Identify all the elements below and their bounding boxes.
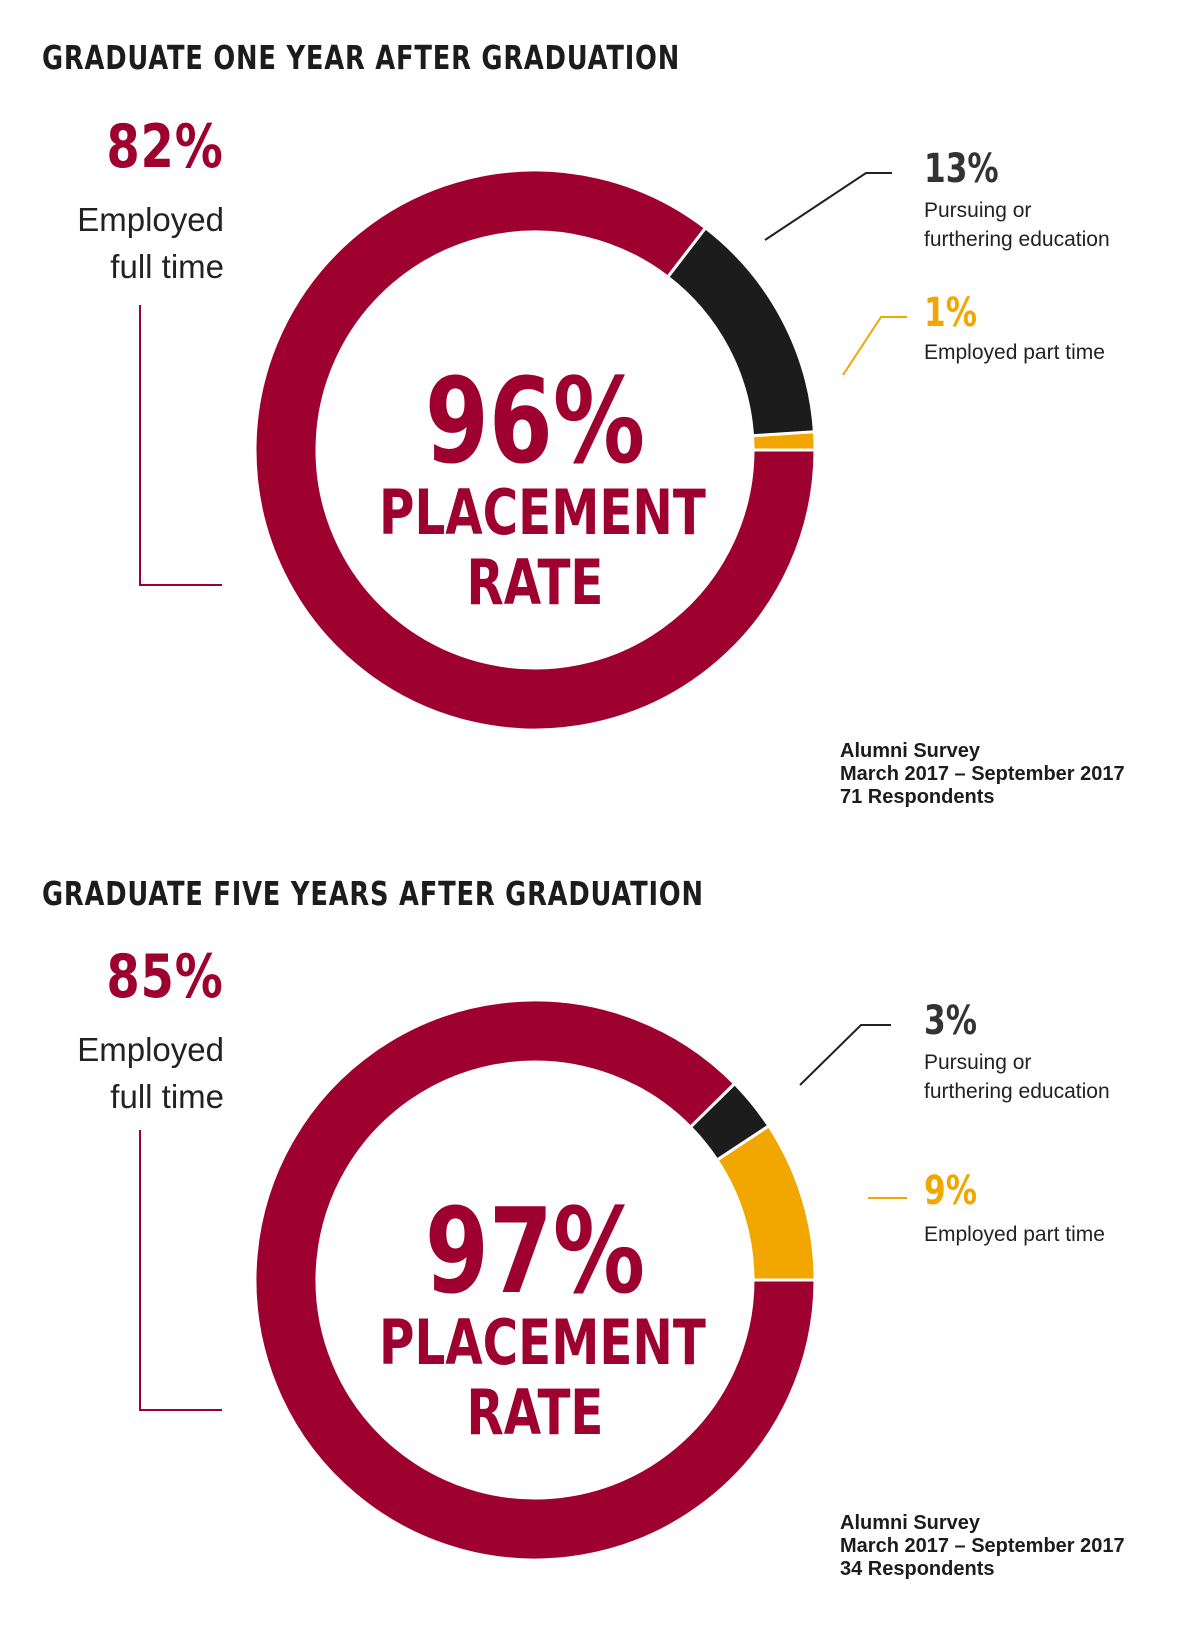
leader-education [799,1024,891,1086]
slice-fulltime-value: 82% [106,112,224,182]
donut-chart [255,170,815,730]
slice-fulltime-label: Employed full time [77,201,224,285]
slice-parttime-value: 1% [924,290,977,336]
leader-fulltime [139,305,222,586]
donut-chart [255,1000,815,1560]
leader-fulltime [139,1130,222,1411]
survey-source: Alumni Survey March 2017 – September 201… [840,1512,1125,1580]
chart-title: GRADUATE ONE YEAR AFTER GRADUATION [42,38,681,77]
slice-parttime-label: Employed part time [924,341,1105,364]
slice-fulltime-label: Employed full time [77,1031,224,1115]
slice-fulltime-value: 85% [106,942,224,1012]
leader-education [764,172,892,241]
donut-slice-fulltime [255,170,815,730]
slice-education-value: 13% [924,146,999,192]
leader-lines [139,1024,907,1411]
chart-title: GRADUATE FIVE YEARS AFTER GRADUATION [42,874,704,913]
placement-rate-value: 96% [424,352,646,490]
slice-parttime-label: Employed part time [924,1223,1105,1246]
leader-lines [139,172,907,586]
placement-rate-label: PLACEMENT RATE [379,476,706,619]
survey-source: Alumni Survey March 2017 – September 201… [840,740,1125,808]
chart-section-1: GRADUATE ONE YEAR AFTER GRADUATION 82% E… [0,0,1201,808]
placement-rate-label: PLACEMENT RATE [379,1306,706,1449]
placement-rate-value: 97% [424,1182,646,1320]
slice-education-value: 3% [924,998,977,1044]
slice-parttime-value: 9% [924,1168,977,1214]
chart-section-2: GRADUATE FIVE YEARS AFTER GRADUATION 85%… [0,820,1201,1646]
slice-education-label: Pursuing or furthering education [924,1051,1110,1103]
leader-parttime [842,316,907,376]
donut-slice-fulltime [255,1000,815,1560]
slice-education-label: Pursuing or furthering education [924,199,1110,251]
